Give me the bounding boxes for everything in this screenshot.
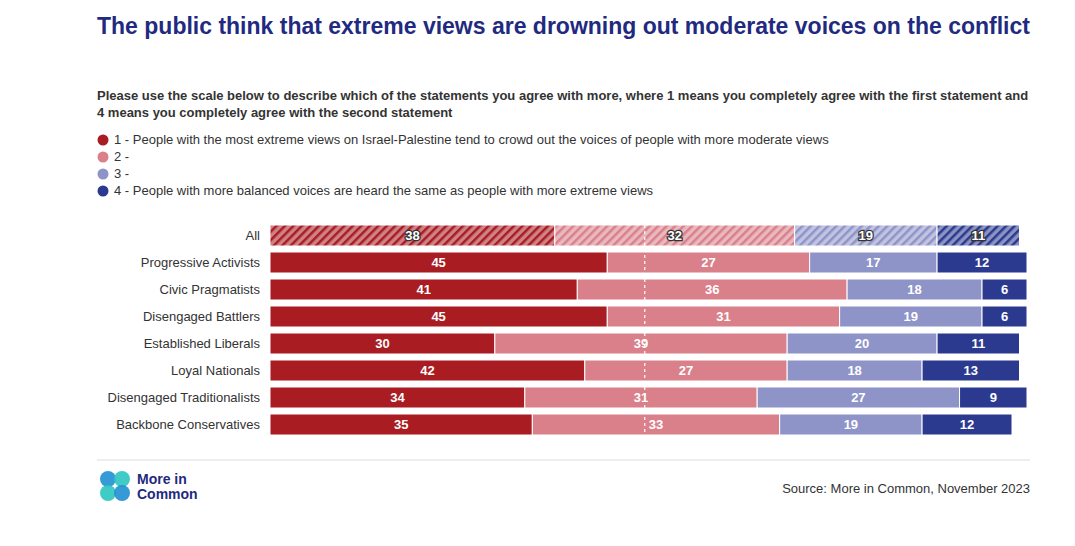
bar-segment: [270, 306, 607, 327]
data-label: 18: [907, 282, 921, 297]
bar-segment: [810, 252, 937, 273]
bar-segment: [585, 360, 787, 381]
category-label: Disengaged Traditionalists: [108, 390, 261, 405]
data-label: 31: [716, 309, 730, 324]
subtitle: Please use the scale below to describe w…: [97, 88, 1028, 120]
bar-segment: [780, 414, 922, 435]
legend-label: 2 -: [114, 149, 129, 164]
bar-segment: [840, 306, 982, 327]
data-label: 27: [701, 255, 715, 270]
bar-segment: [757, 387, 959, 408]
chart: The public think that extreme views are …: [0, 0, 1075, 546]
data-label: 39: [634, 336, 648, 351]
category-label: Established Liberals: [144, 336, 261, 351]
data-label: 18: [847, 363, 861, 378]
bar-segment: [795, 225, 937, 246]
data-label: 34: [390, 390, 405, 405]
category-label: All: [246, 228, 261, 243]
data-label: 17: [866, 255, 880, 270]
bar-segment: [270, 360, 585, 381]
legend-swatch: [98, 186, 109, 197]
logo: [100, 471, 130, 501]
footer-rule: [97, 460, 1030, 461]
category-label: Loyal Nationals: [171, 363, 260, 378]
data-label: 27: [679, 363, 693, 378]
data-label: 11: [971, 228, 985, 243]
bar-segment: [270, 333, 495, 354]
category-label: Backbone Conservatives: [116, 417, 260, 432]
data-label: 38: [405, 228, 419, 243]
logo-text: Common: [137, 486, 198, 502]
data-label: 45: [431, 255, 445, 270]
bar-segment: [937, 252, 1027, 273]
data-label: 19: [904, 309, 918, 324]
bar-segment: [555, 225, 795, 246]
legend-swatch: [98, 169, 109, 180]
data-label: 31: [634, 390, 648, 405]
data-label: 41: [416, 282, 430, 297]
legend-swatch: [98, 135, 109, 146]
data-label: 42: [420, 363, 434, 378]
bar-segment: [270, 387, 525, 408]
data-label: 9: [990, 390, 997, 405]
category-label: Progressive Activists: [141, 255, 261, 270]
source: Source: More in Common, November 2023: [782, 481, 1030, 496]
data-label: 6: [1001, 309, 1008, 324]
bar-segment: [525, 387, 757, 408]
bar-segment: [787, 360, 922, 381]
data-label: 13: [964, 363, 978, 378]
category-label: Civic Pragmatists: [160, 282, 261, 297]
legend-swatch: [98, 152, 109, 163]
bar-segment: [607, 252, 809, 273]
data-label: 32: [667, 228, 681, 243]
data-label: 35: [394, 417, 408, 432]
bar-segment: [532, 414, 779, 435]
bar-segment: [787, 333, 937, 354]
data-label: 19: [844, 417, 858, 432]
bars: [270, 225, 1027, 435]
data-label: 30: [375, 336, 389, 351]
data-label: 33: [649, 417, 663, 432]
data-label: 6: [1001, 282, 1008, 297]
logo-text: More in: [137, 471, 187, 487]
bar-segment: [577, 279, 847, 300]
data-label: 11: [971, 336, 985, 351]
category-label: Disengaged Battlers: [143, 309, 261, 324]
bar-segment: [982, 279, 1027, 300]
bar-segment: [495, 333, 787, 354]
data-label: 27: [851, 390, 865, 405]
bar-segment: [982, 306, 1027, 327]
data-label: 12: [960, 417, 974, 432]
bar-segment: [270, 252, 607, 273]
bar-segment: [270, 414, 532, 435]
data-label: 36: [705, 282, 719, 297]
grid-line: [644, 225, 645, 435]
bar-segment: [270, 225, 555, 246]
bar-segment: [607, 306, 839, 327]
data-labels: 38 32 19 11 45 27 17 12 41 36 18 6 45 31 19 6 30 39 20 11 42…: [375, 228, 1008, 432]
title: The public think that extreme views are …: [97, 13, 1030, 39]
bar-segment: [960, 387, 1027, 408]
bar-segment: [922, 414, 1012, 435]
data-label: 12: [975, 255, 989, 270]
bar-segment: [937, 333, 1019, 354]
bar-segment: [270, 279, 577, 300]
data-label: 20: [855, 336, 869, 351]
bar-segment: [937, 225, 1019, 246]
data-label: 19: [859, 228, 873, 243]
data-label: 45: [431, 309, 445, 324]
bar-segment: [922, 360, 1019, 381]
legend-label: 1 - People with the most extreme views o…: [114, 132, 829, 147]
legend-label: 4 - People with more balanced voices are…: [114, 183, 654, 198]
bar-segment: [847, 279, 982, 300]
legend-label: 3 -: [114, 166, 129, 181]
